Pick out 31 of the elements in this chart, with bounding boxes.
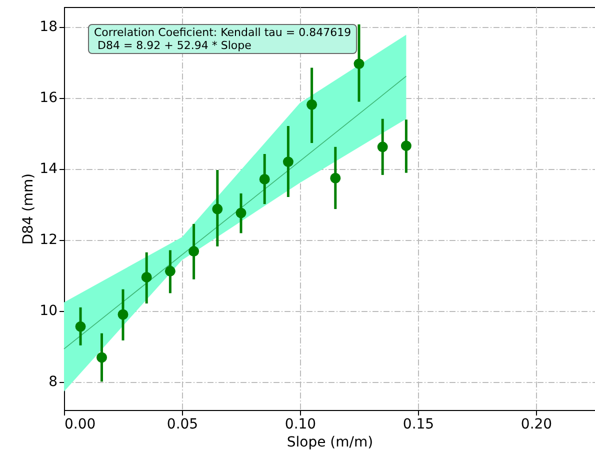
y-tick-label: 10 xyxy=(40,303,58,320)
point xyxy=(377,142,388,152)
x-tick-label: 0.10 xyxy=(284,416,316,432)
y-tick-label: 14 xyxy=(40,161,58,178)
point xyxy=(75,321,86,332)
annotation: Correlation Coeficient: Kendall tau = 0.847619 xyxy=(94,26,352,39)
point xyxy=(354,58,364,70)
point xyxy=(96,352,108,363)
y-tick-label: 8 xyxy=(48,374,58,390)
y-tick-label: 16 xyxy=(40,90,58,106)
point xyxy=(212,204,223,214)
annotation: D84 = 8.92 + 52.94 * Slope xyxy=(97,39,252,52)
point xyxy=(259,174,270,184)
y-tick-label: 12 xyxy=(40,232,58,248)
point xyxy=(141,272,152,282)
point xyxy=(330,172,341,184)
point xyxy=(188,246,200,257)
x-tick-label: 0.15 xyxy=(402,416,434,432)
point xyxy=(282,156,294,168)
point xyxy=(118,309,128,320)
x-tick-label: 0.05 xyxy=(166,416,198,432)
point xyxy=(400,140,412,152)
x-tick-label: 0.20 xyxy=(520,416,552,432)
line-series xyxy=(64,76,407,350)
point xyxy=(236,208,246,218)
point xyxy=(306,99,318,110)
y-tick-label: 18 xyxy=(40,19,58,36)
point xyxy=(164,266,176,276)
x-axis-title: Slope (m/m) xyxy=(286,434,374,450)
x-tick-label: 0.00 xyxy=(64,416,96,432)
y-axis-title: D84 (mm) xyxy=(20,173,37,245)
